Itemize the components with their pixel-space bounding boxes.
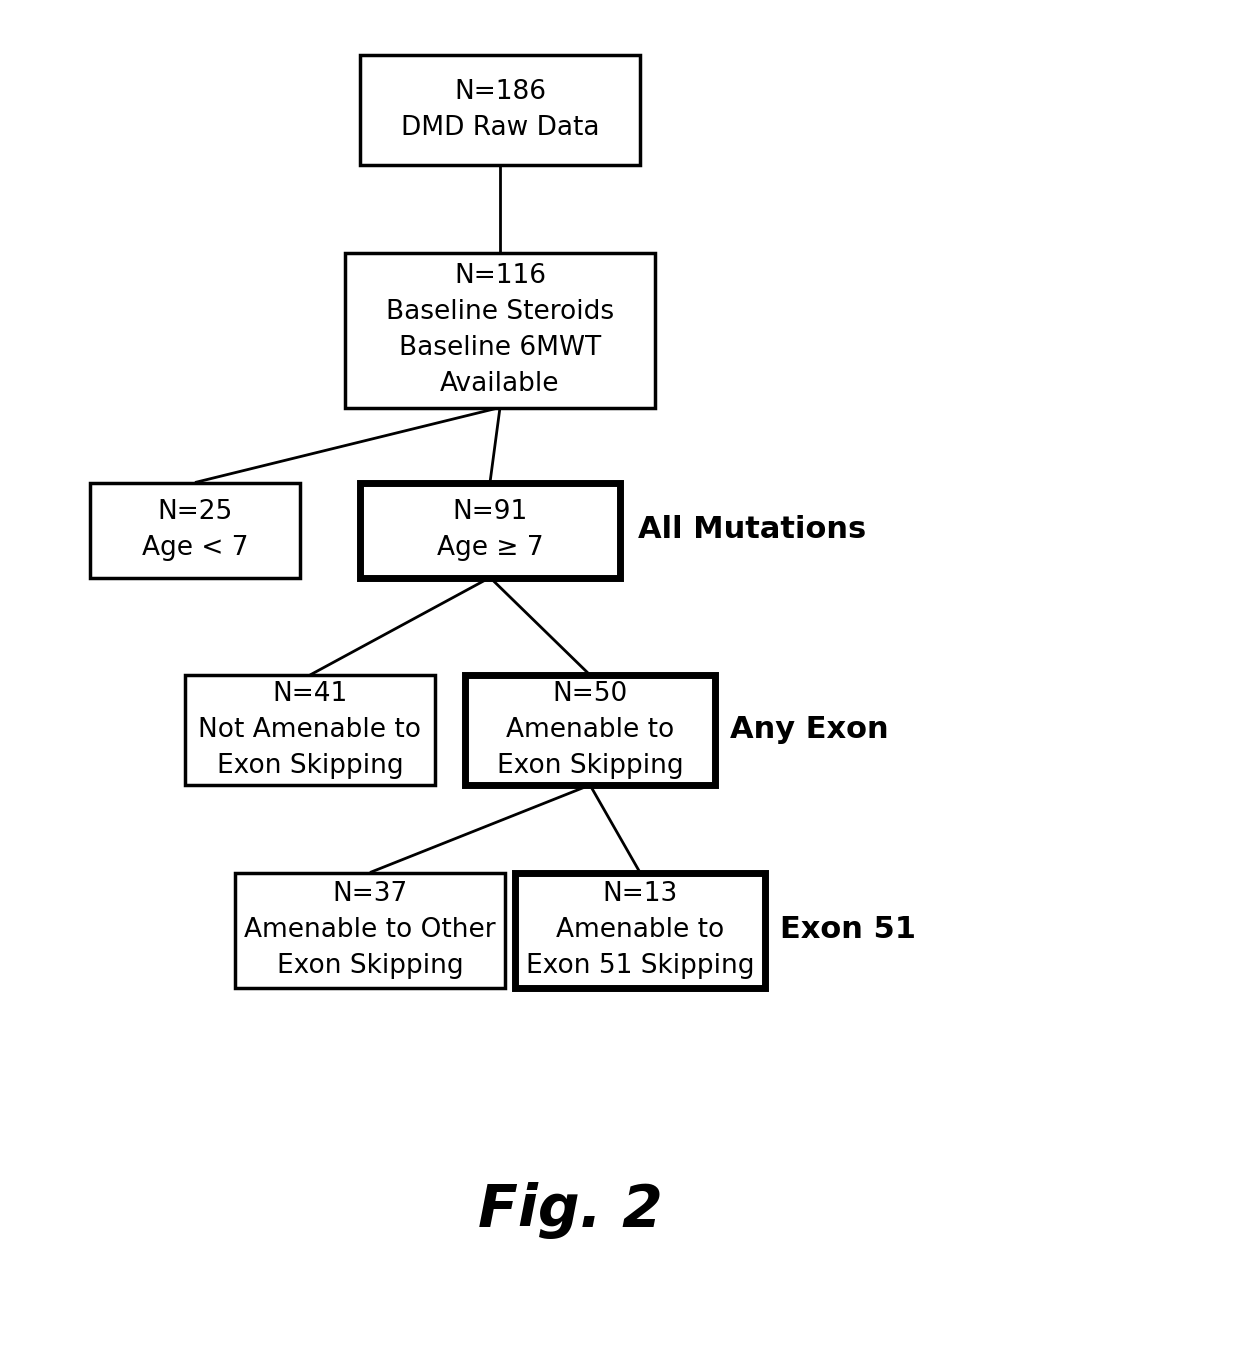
Text: N=37
Amenable to Other
Exon Skipping: N=37 Amenable to Other Exon Skipping: [244, 881, 496, 980]
Text: N=186
DMD Raw Data: N=186 DMD Raw Data: [401, 78, 599, 141]
Text: All Mutations: All Mutations: [639, 515, 867, 544]
FancyBboxPatch shape: [185, 675, 435, 785]
FancyBboxPatch shape: [465, 675, 715, 785]
Text: N=13
Amenable to
Exon 51 Skipping: N=13 Amenable to Exon 51 Skipping: [526, 881, 754, 980]
Text: N=50
Amenable to
Exon Skipping: N=50 Amenable to Exon Skipping: [497, 681, 683, 779]
Text: N=25
Age < 7: N=25 Age < 7: [141, 499, 248, 561]
Text: Any Exon: Any Exon: [730, 716, 889, 744]
Text: N=116
Baseline Steroids
Baseline 6MWT
Available: N=116 Baseline Steroids Baseline 6MWT Av…: [386, 262, 614, 396]
FancyBboxPatch shape: [345, 253, 655, 407]
FancyBboxPatch shape: [360, 483, 620, 578]
Text: Exon 51: Exon 51: [780, 916, 916, 944]
FancyBboxPatch shape: [91, 483, 300, 578]
Text: N=91
Age ≥ 7: N=91 Age ≥ 7: [436, 499, 543, 561]
FancyBboxPatch shape: [360, 55, 640, 165]
FancyBboxPatch shape: [236, 873, 505, 988]
Text: N=41
Not Amenable to
Exon Skipping: N=41 Not Amenable to Exon Skipping: [198, 681, 422, 779]
Text: Fig. 2: Fig. 2: [479, 1183, 662, 1239]
FancyBboxPatch shape: [515, 873, 765, 988]
